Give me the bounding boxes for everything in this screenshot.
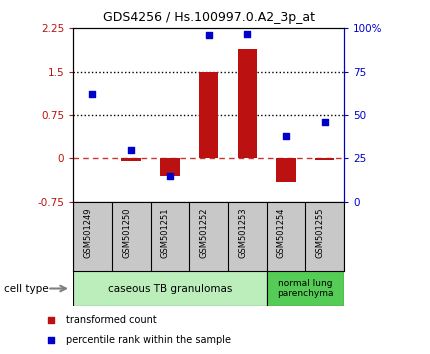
Text: GSM501252: GSM501252 (200, 207, 209, 258)
Bar (160, 159, 179, 176)
Point (244, 31, 251, 36)
Text: GSM501254: GSM501254 (277, 207, 286, 258)
Text: GSM501250: GSM501250 (122, 207, 131, 258)
Bar (237, 48, 257, 159)
Bar (83, 158, 102, 159)
Bar (121, 159, 141, 161)
Text: GSM501251: GSM501251 (161, 207, 170, 258)
Bar (73, 271, 267, 306)
Point (128, 147, 135, 153)
Bar (267, 271, 344, 306)
Point (283, 133, 289, 139)
Text: GSM501249: GSM501249 (83, 207, 92, 258)
Text: transformed count: transformed count (66, 315, 157, 325)
Point (321, 119, 328, 125)
Text: cell type: cell type (4, 284, 49, 293)
Text: GSM501255: GSM501255 (316, 207, 325, 258)
Text: caseous TB granulomas: caseous TB granulomas (108, 284, 232, 293)
Point (47, 337, 54, 343)
Bar (315, 159, 334, 160)
Bar (276, 159, 295, 182)
Point (166, 173, 173, 179)
Text: GSM501253: GSM501253 (238, 207, 247, 258)
Bar (199, 72, 218, 159)
Point (205, 33, 212, 38)
Text: percentile rank within the sample: percentile rank within the sample (66, 335, 231, 345)
Text: normal lung
parenchyma: normal lung parenchyma (277, 279, 334, 298)
Point (89, 91, 96, 97)
Point (47, 318, 54, 323)
Title: GDS4256 / Hs.100997.0.A2_3p_at: GDS4256 / Hs.100997.0.A2_3p_at (102, 11, 315, 24)
